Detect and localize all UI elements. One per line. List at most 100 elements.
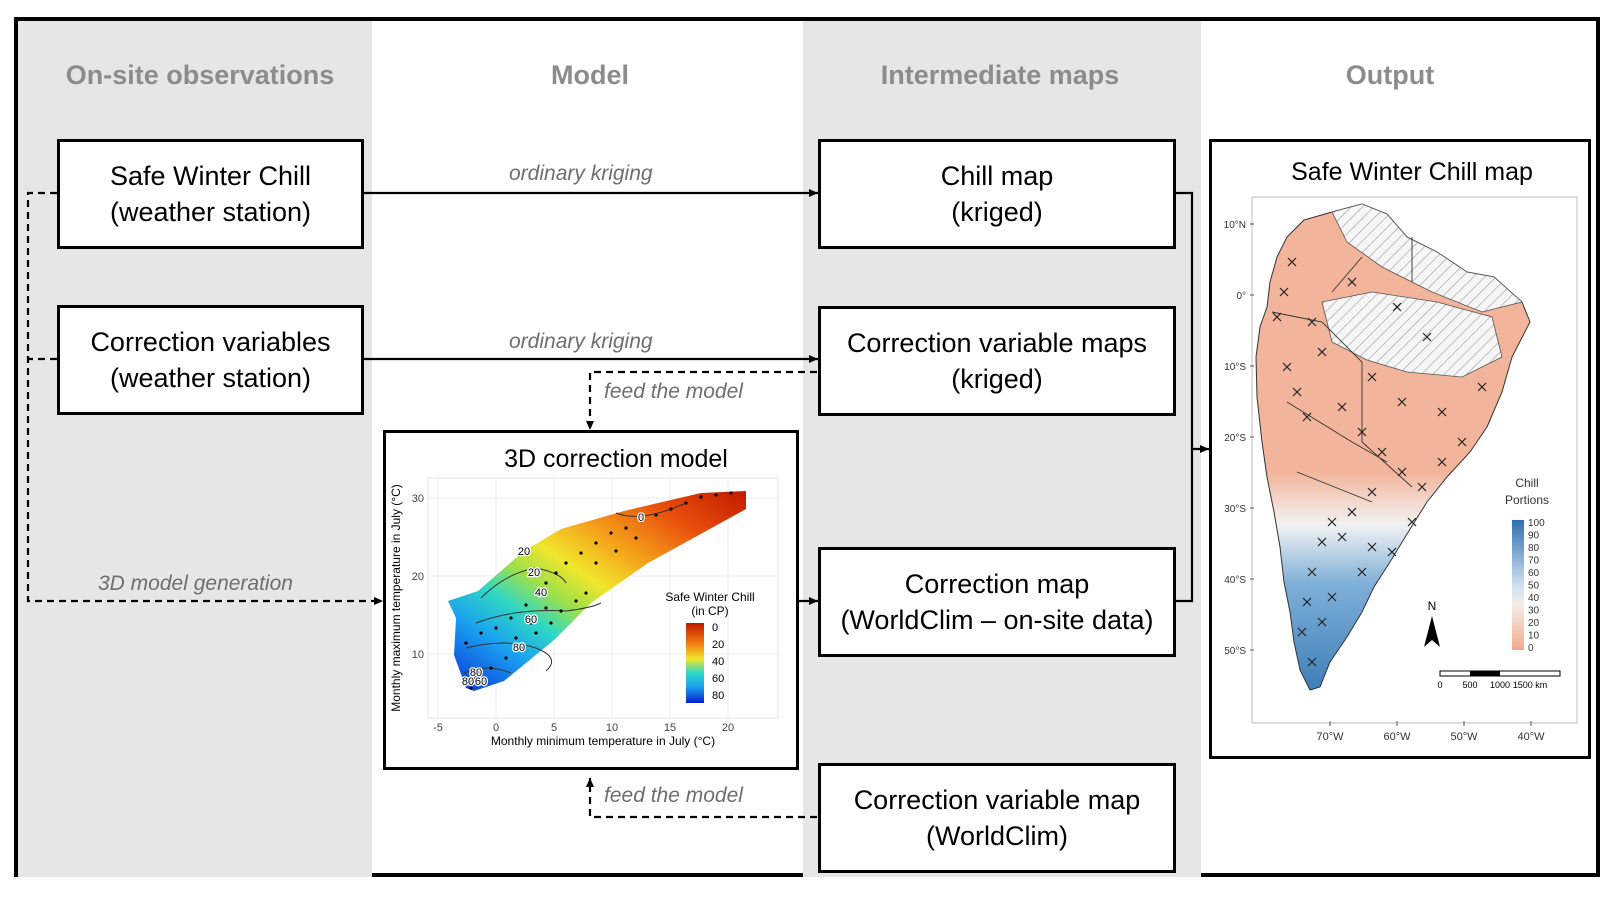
latitude-label: 30°S [1224,504,1246,515]
model-x-tick: 15 [664,722,676,734]
station-point [584,591,588,595]
map-legend-tick: 50 [1528,581,1540,592]
longitude-label: 40°W [1517,731,1545,743]
node-label-line1: Correction variables [90,327,331,357]
edge-feed-model-1 [586,370,817,430]
scale-tick: 1000 [1490,680,1510,690]
map-legend-title-line1: Chill [1515,476,1538,490]
weather-station-marker [1357,427,1367,437]
station-point [469,686,473,690]
station-point [594,561,598,565]
longitude-label: 70°W [1316,731,1344,743]
column-header-intermediate: Intermediate maps [880,60,1120,90]
station-point [684,501,688,505]
station-point [479,631,483,635]
map-legend-tick: 30 [1528,606,1540,617]
model-legend-tick: 60 [712,673,724,685]
model-y-tick: 10 [412,649,424,661]
column-header-output: Output [1345,60,1435,90]
node-3d-correction-model: 3D correction model 0 20 20 40 60 80 80 80 60 -5… [383,430,799,770]
weather-station-marker [1282,362,1292,372]
model-x-tick: 20 [722,722,734,734]
model-y-tick: 20 [412,571,424,583]
station-point [669,507,673,511]
chill-surface [448,491,746,691]
node-safe-winter-chill-map: Safe Winter Chill map [1209,139,1591,759]
model-x-tick: 10 [606,722,618,734]
edge-label-feed-model-2: feed the model [604,784,743,807]
node-label-line1: Correction map [904,569,1090,599]
weather-station-marker [1367,487,1377,497]
map-legend-title-line2: Portions [1505,493,1549,507]
station-point [634,536,638,540]
node-correction-variable-map-worldclim: Correction variable map (WorldClim) [818,763,1176,873]
weather-station-marker [1317,617,1327,627]
weather-station-marker [1297,627,1307,637]
station-point [524,603,528,607]
weather-station-marker [1272,312,1282,322]
weather-station-marker [1337,402,1347,412]
scale-tick: 500 [1462,680,1477,690]
longitude-label: 60°W [1383,731,1411,743]
model-legend-tick: 80 [712,690,724,702]
node-correction-variables-station: Correction variables (weather station) [57,305,364,415]
station-point [489,666,493,670]
contour-label: 60 [525,614,537,626]
station-point [624,526,628,530]
weather-station-marker [1387,547,1397,557]
model-legend: Safe Winter Chill (in CP) 0 20 40 60 80 [665,590,755,703]
map-legend-tick: 70 [1528,556,1540,567]
map-legend-tick: 80 [1528,543,1540,554]
station-point [574,599,578,603]
contour-label: 20 [518,546,530,558]
model-x-tick: 0 [493,722,499,734]
station-point [534,591,538,595]
weather-station-marker [1377,447,1387,457]
legend-title-line1: Safe Winter Chill [665,590,754,604]
contour-label: 0 [638,512,644,524]
weather-station-marker [1357,567,1367,577]
station-point [549,621,553,625]
edge-chill-to-output [1176,191,1194,603]
weather-station-marker [1317,537,1327,547]
node-label-line2: (weather station) [109,197,312,227]
node-correction-variable-maps-kriged: Correction variable maps (kriged) [818,306,1176,416]
station-point [559,609,563,613]
weather-station-marker [1347,507,1357,517]
weather-station-marker [1327,517,1337,527]
model-legend-tick: 0 [712,622,718,634]
map-legend-tick: 40 [1528,593,1540,604]
legend-title-line2: (in CP) [691,604,728,618]
weather-station-marker [1337,532,1347,542]
edge-label-model-generation: 3D model generation [98,572,293,595]
weather-station-marker [1397,397,1407,407]
node-label-line1: Chill map [940,161,1054,191]
scale-tick: 1500 km [1513,680,1548,690]
weather-station-marker [1397,467,1407,477]
model-ylabel: Monthly maximum temperature in July (°C) [389,484,403,712]
map-legend-tick: 60 [1528,568,1540,579]
edge-feed-model-2 [586,778,817,819]
weather-station-marker [1367,542,1377,552]
node-label-line2: (kriged) [951,364,1043,394]
weather-station-marker [1279,287,1289,297]
node-chill-map-kriged: Chill map (kriged) [818,139,1176,249]
scale-tick: 0 [1437,680,1442,690]
weather-station-marker [1422,332,1432,342]
latitude-label: 40°S [1224,575,1246,586]
hatched-low-confidence-north [1331,203,1523,313]
column-header-observations: On-site observations [65,60,335,90]
station-point [534,631,538,635]
node-correction-map: Correction map (WorldClim – on-site data… [818,547,1176,657]
node-label-line1: Correction variable map [853,785,1141,815]
weather-station-marker [1302,597,1312,607]
station-point [654,513,658,517]
map-legend-colorbar [1512,520,1524,650]
weather-station-marker [1477,382,1487,392]
station-point [474,676,478,680]
weather-station-marker [1417,482,1427,492]
weather-station-marker [1407,517,1417,527]
hatched-low-confidence-amazon [1321,291,1503,378]
